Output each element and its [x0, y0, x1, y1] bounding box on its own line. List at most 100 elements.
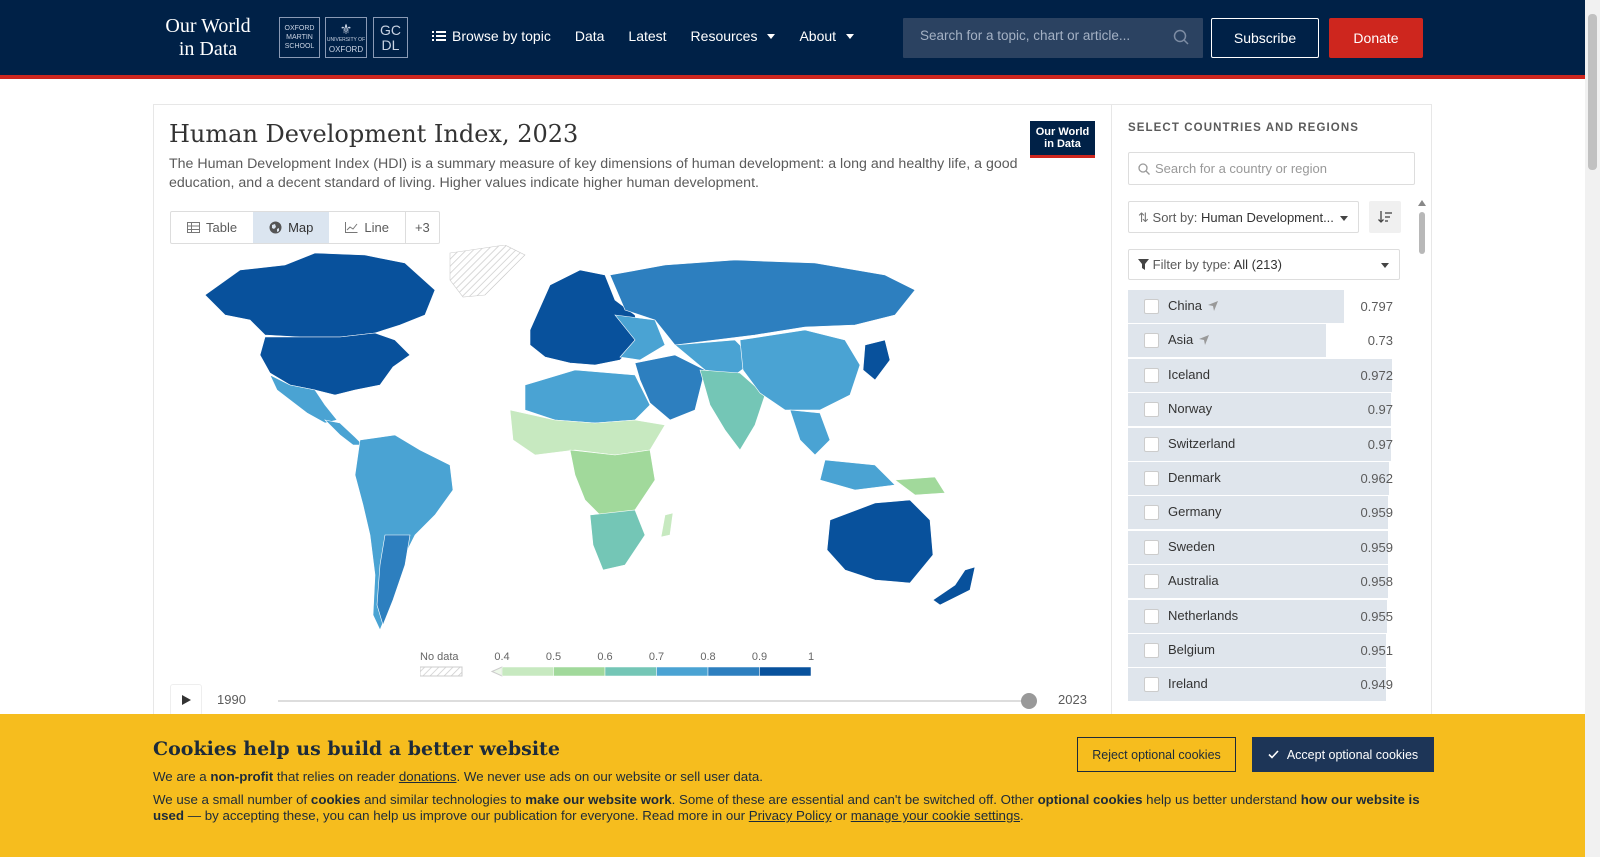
list-scrollbar[interactable] [1418, 200, 1426, 720]
row-checkbox[interactable] [1144, 642, 1159, 658]
cookie-settings-link[interactable]: manage your cookie settings [850, 808, 1020, 823]
nav-latest[interactable]: Latest [628, 28, 667, 44]
country-value: 0.959 [1360, 505, 1393, 521]
legend-bin-lower [490, 666, 503, 677]
map-russia[interactable] [609, 259, 916, 346]
page-scrollbar[interactable] [1585, 0, 1600, 857]
country-name: Germany [1168, 504, 1221, 519]
nav-data[interactable]: Data [574, 28, 605, 44]
ck2f: optional cookies [1037, 792, 1143, 807]
map-north-africa[interactable] [524, 369, 651, 424]
list-scrollbar-thumb[interactable] [1419, 212, 1425, 254]
timeline-handle[interactable] [1021, 693, 1037, 709]
oxford-university-logo[interactable]: ⚜ UNIVERSITY OF OXFORD [325, 17, 367, 58]
legend-no-data-swatch [420, 666, 463, 677]
line-chart-icon [345, 222, 358, 233]
main-nav: Browse by topic Data Latest Resources Ab… [432, 28, 878, 44]
map-australia[interactable] [826, 499, 934, 584]
country-row[interactable]: Switzerland 0.97 [1128, 427, 1400, 462]
owid-badge[interactable]: Our World in Data [1030, 121, 1095, 158]
filter-dropdown[interactable]: Filter by type: All (213) [1128, 249, 1400, 280]
map-middle-east[interactable] [634, 354, 706, 421]
timeline-start-label[interactable]: 1990 [217, 692, 246, 707]
country-name-text: Iceland [1168, 366, 1210, 382]
country-row[interactable]: Iceland 0.972 [1128, 358, 1400, 393]
map-new-zealand[interactable] [932, 566, 976, 606]
nav-about[interactable]: About [799, 28, 855, 44]
map-argentina[interactable] [376, 534, 411, 626]
map-papua[interactable] [894, 476, 946, 496]
timeline-track[interactable] [278, 700, 1035, 702]
map-canada[interactable] [204, 252, 436, 338]
owid-logo[interactable]: Our World in Data [158, 15, 258, 61]
ck2c: and similar technologies to [360, 792, 526, 807]
tab-table[interactable]: Table [171, 212, 253, 243]
sort-order-button[interactable] [1369, 201, 1401, 233]
map-south-asia[interactable] [699, 369, 766, 451]
tab-more[interactable]: +3 [404, 212, 439, 243]
country-row[interactable]: Sweden 0.959 [1128, 530, 1400, 565]
row-checkbox[interactable] [1144, 402, 1159, 418]
map-madagascar[interactable] [660, 512, 674, 538]
row-checkbox[interactable] [1144, 367, 1159, 383]
country-row[interactable]: China 0.797 [1128, 290, 1400, 324]
play-button[interactable] [170, 684, 202, 716]
country-name: Iceland [1168, 367, 1210, 382]
chart-title: Human Development Index, 2023 [169, 120, 579, 148]
country-name-text: Asia [1168, 332, 1194, 348]
row-checkbox[interactable] [1144, 539, 1159, 555]
country-row[interactable]: Denmark 0.962 [1128, 461, 1400, 496]
gcdl-logo[interactable]: GC DL [373, 17, 408, 58]
country-row[interactable]: Australia 0.958 [1128, 565, 1400, 599]
row-checkbox[interactable] [1144, 333, 1159, 349]
search-icon[interactable] [1173, 29, 1189, 45]
nav-browse-by-topic[interactable]: Browse by topic [432, 28, 551, 44]
country-name-text: Germany [1168, 504, 1222, 520]
row-checkbox[interactable] [1144, 608, 1159, 624]
map-southeast-asia[interactable] [789, 409, 896, 491]
world-map[interactable] [195, 245, 1035, 640]
site-search-placeholder: Search for a topic, chart or article... [920, 28, 1131, 43]
legend-bins: 0.4 0.5 0.6 0.7 0.8 0.9 1 [490, 651, 814, 677]
row-checkbox[interactable] [1144, 574, 1159, 590]
row-checkbox[interactable] [1144, 436, 1159, 452]
country-row[interactable]: Belgium 0.951 [1128, 633, 1400, 668]
site-search-input[interactable]: Search for a topic, chart or article... [903, 18, 1203, 58]
sort-dropdown[interactable]: ⇅ Sort by: Human Development... [1128, 201, 1359, 233]
country-row[interactable]: Asia 0.73 [1128, 324, 1400, 358]
row-checkbox[interactable] [1144, 470, 1159, 486]
accept-cookies-button[interactable]: Accept optional cookies [1252, 737, 1434, 772]
timeline-end-label[interactable]: 2023 [1058, 692, 1087, 707]
map-central-africa[interactable] [569, 449, 656, 521]
tab-map[interactable]: Map [253, 212, 330, 243]
country-row[interactable]: Germany 0.959 [1128, 496, 1400, 530]
nav-resources[interactable]: Resources [691, 28, 776, 44]
inst2-l1: UNIVERSITY OF [326, 36, 366, 43]
map-usa[interactable] [259, 332, 411, 396]
country-value: 0.949 [1360, 677, 1393, 693]
map-japan-korea[interactable] [862, 339, 891, 381]
donate-button[interactable]: Donate [1329, 18, 1423, 58]
scrollbar-thumb[interactable] [1588, 14, 1597, 170]
map-china[interactable] [739, 329, 861, 411]
row-checkbox[interactable] [1144, 677, 1159, 693]
row-checkbox[interactable] [1144, 505, 1159, 521]
value-bar [1128, 427, 1391, 461]
privacy-policy-link[interactable]: Privacy Policy [748, 808, 832, 823]
country-search-input[interactable]: Search for a country or region [1128, 152, 1415, 185]
map-south-america[interactable] [354, 434, 454, 631]
ck2i: — by accepting these, you can help us im… [184, 808, 749, 823]
map-southern-africa[interactable] [589, 509, 646, 571]
country-name-text: Ireland [1168, 676, 1208, 692]
tab-line[interactable]: Line [329, 212, 405, 243]
reject-cookies-button[interactable]: Reject optional cookies [1077, 737, 1236, 772]
oxford-martin-logo[interactable]: OXFORD MARTIN SCHOOL [279, 17, 320, 58]
donations-link[interactable]: donations [398, 769, 457, 784]
map-central-america[interactable] [324, 419, 364, 446]
map-greenland[interactable] [449, 245, 526, 298]
country-row[interactable]: Ireland 0.949 [1128, 668, 1400, 702]
country-row[interactable]: Norway 0.97 [1128, 393, 1400, 427]
row-checkbox[interactable] [1144, 299, 1159, 314]
country-row[interactable]: Netherlands 0.955 [1128, 599, 1400, 634]
subscribe-button[interactable]: Subscribe [1211, 18, 1319, 58]
